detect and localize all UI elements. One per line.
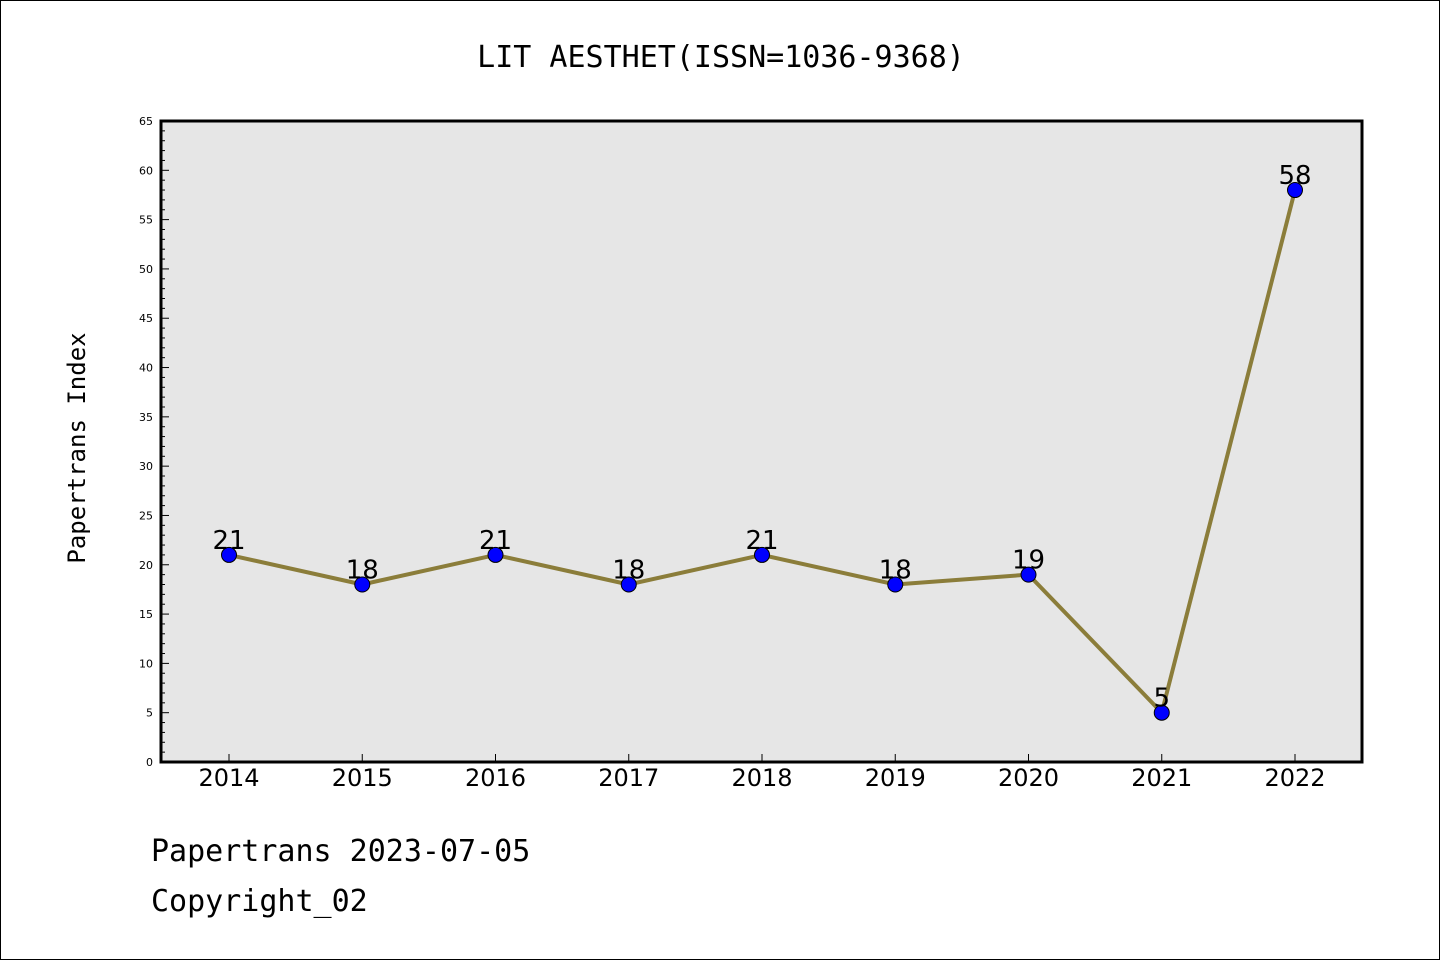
data-point xyxy=(487,546,504,563)
plot-area xyxy=(161,121,1362,762)
y-tick-label: 35 xyxy=(139,411,153,424)
data-labels: 21 18 21 18 21 18 19 5 58 xyxy=(212,161,1311,714)
data-point xyxy=(354,576,371,593)
y-tick-label: 5 xyxy=(146,707,153,720)
footer-copyright: Copyright_02 xyxy=(151,884,368,919)
data-point xyxy=(1153,704,1170,721)
y-tick-label: 20 xyxy=(139,559,153,572)
y-tick-label: 55 xyxy=(139,214,153,227)
y-tick-label: 15 xyxy=(139,608,153,621)
series-markers xyxy=(221,182,1303,721)
data-label: 21 xyxy=(479,526,512,556)
y-tick-label: 10 xyxy=(139,657,153,670)
chart-title: LIT AESTHET(ISSN=1036-9368) xyxy=(477,40,965,75)
x-tick-label: 2021 xyxy=(1131,764,1192,792)
x-tick-label: 2019 xyxy=(865,764,926,792)
x-tick-label: 2014 xyxy=(198,764,259,792)
x-axis: 2014 2015 2016 2017 2018 2019 2020 2021 2022 xyxy=(198,754,1326,792)
data-label: 21 xyxy=(212,526,245,556)
y-tick-label: 25 xyxy=(139,509,153,522)
x-tick-label: 2016 xyxy=(465,764,526,792)
y-axis: 0 5 10 15 20 25 30 35 40 45 50 55 60 65 xyxy=(139,115,169,769)
y-tick-label: 65 xyxy=(139,115,153,128)
data-point xyxy=(221,546,237,563)
data-point xyxy=(1020,566,1037,583)
data-point xyxy=(620,576,637,593)
x-tick-label: 2020 xyxy=(998,764,1059,792)
data-label: 18 xyxy=(612,555,645,585)
data-label: 5 xyxy=(1153,684,1170,714)
data-label: 18 xyxy=(346,555,379,585)
y-tick-label: 0 xyxy=(146,756,153,769)
y-tick-label: 60 xyxy=(139,164,153,177)
x-tick-label: 2017 xyxy=(598,764,659,792)
data-point xyxy=(754,546,770,563)
y-tick-label: 45 xyxy=(139,312,153,325)
footer-date: Papertrans 2023-07-05 xyxy=(151,834,531,869)
y-axis-label: Papertrans Index xyxy=(63,332,91,563)
data-label: 21 xyxy=(745,526,778,556)
y-tick-label: 50 xyxy=(139,263,153,276)
x-tick-label: 2015 xyxy=(332,764,393,792)
y-tick-label: 30 xyxy=(139,460,153,473)
data-label: 19 xyxy=(1012,546,1045,576)
x-tick-label: 2018 xyxy=(731,764,792,792)
data-point xyxy=(1287,182,1303,199)
data-label: 18 xyxy=(879,555,912,585)
x-tick-label: 2022 xyxy=(1264,764,1325,792)
plot-border xyxy=(159,119,1364,764)
data-point xyxy=(887,576,904,593)
data-label: 58 xyxy=(1278,161,1311,191)
y-tick-label: 40 xyxy=(139,362,153,375)
